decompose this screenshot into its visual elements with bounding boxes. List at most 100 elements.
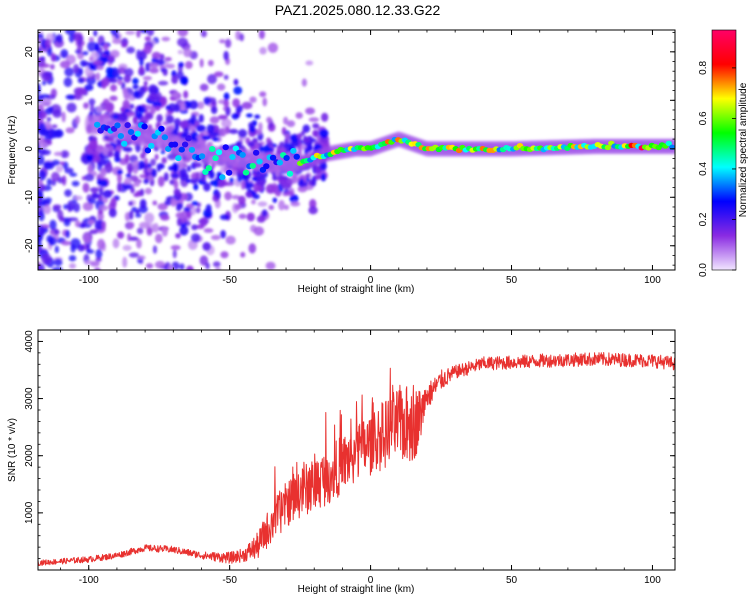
y-tick-label: 4000 bbox=[24, 330, 35, 353]
spectrogram-cell bbox=[239, 33, 245, 42]
spectrogram-cell bbox=[144, 147, 152, 154]
spectrogram-cell bbox=[141, 123, 148, 130]
spectrogram-cell bbox=[266, 137, 272, 144]
spectrogram-cell bbox=[102, 43, 109, 51]
spectrogram-cell bbox=[41, 71, 52, 82]
spectrogram-cell bbox=[82, 51, 89, 56]
spectrogram-cell bbox=[124, 153, 130, 163]
spectrogram-cell bbox=[296, 133, 303, 140]
spectrogram-cell bbox=[50, 52, 56, 62]
spectrogram-cell bbox=[95, 65, 104, 70]
spectrogram-cell bbox=[272, 197, 278, 203]
spectrogram-cell bbox=[100, 56, 110, 63]
spectrogram-cell bbox=[126, 162, 134, 173]
spectrogram-cell bbox=[249, 146, 257, 151]
spectrogram-cell bbox=[117, 172, 122, 184]
spectrogram-cell bbox=[309, 198, 317, 209]
spectrogram-cell bbox=[283, 204, 290, 211]
spectrogram-cell bbox=[165, 125, 174, 133]
spectrogram-cell bbox=[232, 145, 240, 152]
spectrogram-cell bbox=[272, 184, 279, 194]
spectrogram-frame bbox=[37, 29, 676, 271]
spectrogram-cell bbox=[160, 214, 170, 221]
spectrogram-cell bbox=[54, 245, 60, 254]
spectrogram-cell bbox=[210, 234, 221, 241]
spectrogram-cell bbox=[73, 202, 81, 213]
spectrogram-cell bbox=[38, 200, 43, 207]
spectrogram-cell bbox=[283, 116, 289, 125]
spectrogram-cell bbox=[107, 55, 115, 62]
spectrogram-cell bbox=[90, 187, 99, 193]
spectrogram-cell bbox=[302, 124, 311, 133]
spectrogram-cell bbox=[305, 173, 311, 178]
spectrogram-cell bbox=[266, 116, 273, 124]
spectrogram-cell bbox=[239, 151, 246, 158]
spectrogram-cell bbox=[188, 126, 197, 131]
spectrogram-cell bbox=[200, 30, 207, 38]
spectrogram-cell bbox=[67, 200, 75, 212]
spectrogram-cell bbox=[224, 191, 232, 201]
x-tick-label: -50 bbox=[222, 575, 237, 586]
spectrogram-cell bbox=[173, 179, 179, 189]
spectrogram-cell bbox=[65, 127, 75, 134]
spectrogram-cell bbox=[233, 86, 243, 95]
spectrogram-cell bbox=[88, 197, 96, 205]
spectrogram-cell bbox=[308, 117, 320, 122]
spectrogram-cell bbox=[217, 83, 226, 91]
snr-panel: -100 -50 0 50 100 1000 2000 3000 4000 Height of… bbox=[7, 329, 676, 595]
spectrogram-cell bbox=[82, 182, 90, 193]
spectrogram-cell bbox=[190, 119, 196, 126]
spectrogram-cell bbox=[95, 257, 102, 263]
snr-y-label: SNR (10 * v/v) bbox=[7, 418, 18, 482]
spectrogram-cell bbox=[117, 182, 122, 193]
spectrogram-cell bbox=[120, 106, 126, 113]
spectrogram-cell bbox=[220, 229, 227, 239]
spectrogram-cell bbox=[59, 60, 71, 69]
spectrogram-cell bbox=[206, 124, 215, 134]
spectrogram-cell bbox=[46, 116, 52, 122]
spectrogram-cell bbox=[136, 30, 141, 38]
spectrogram-cell bbox=[117, 79, 123, 86]
spectrogram-cell bbox=[93, 121, 101, 128]
spectrogram-cell bbox=[156, 114, 163, 123]
spectrogram-cell bbox=[51, 267, 63, 270]
spectrogram-cell bbox=[139, 57, 144, 67]
colorbar-tick-label: 0.4 bbox=[698, 162, 709, 176]
spectrogram-cell bbox=[213, 71, 224, 78]
spectrogram-cell bbox=[144, 187, 152, 195]
spectrogram-cell bbox=[211, 100, 217, 106]
spectrogram-cell bbox=[183, 90, 189, 99]
spectrogram-cell bbox=[52, 109, 62, 118]
spectrogram-cell bbox=[290, 147, 297, 154]
spectrogram-cell bbox=[154, 260, 166, 269]
spectrogram-cell bbox=[41, 253, 52, 265]
spectrogram-cell bbox=[203, 96, 211, 105]
spectrogram-cell bbox=[255, 179, 266, 187]
spectrogram-cell bbox=[128, 221, 135, 229]
spectrogram-cell bbox=[254, 114, 261, 119]
spectrogram-cell bbox=[127, 129, 135, 136]
spectrogram-cell bbox=[267, 42, 279, 53]
spectrogram-cell bbox=[283, 154, 290, 161]
spectrogram-cell bbox=[665, 140, 672, 146]
spectrogram-cell bbox=[49, 63, 55, 70]
spectrogram-cell bbox=[311, 179, 317, 187]
spectrogram-cell bbox=[132, 84, 139, 90]
spectrogram-cell bbox=[291, 175, 298, 184]
spectrogram-cell bbox=[238, 213, 247, 219]
spectrogram-cell bbox=[38, 33, 44, 39]
spectrogram-cell bbox=[148, 142, 155, 149]
spectrogram-cell bbox=[55, 165, 63, 173]
spectrogram-cell bbox=[177, 30, 189, 37]
spectrogram-cell bbox=[263, 163, 270, 170]
spectrogram-cell bbox=[38, 142, 49, 149]
spectrogram-cell bbox=[256, 158, 263, 165]
colorbar-tick-label: 0.6 bbox=[698, 111, 709, 125]
spectrogram-cell bbox=[89, 103, 95, 114]
spectrogram-cell bbox=[175, 155, 182, 162]
spectrogram-cell bbox=[117, 76, 123, 81]
spectrogram-cell bbox=[146, 227, 153, 236]
x-tick-label: 100 bbox=[644, 275, 661, 286]
spectrogram-cell bbox=[136, 227, 144, 235]
spectrogram-cell bbox=[82, 201, 94, 211]
